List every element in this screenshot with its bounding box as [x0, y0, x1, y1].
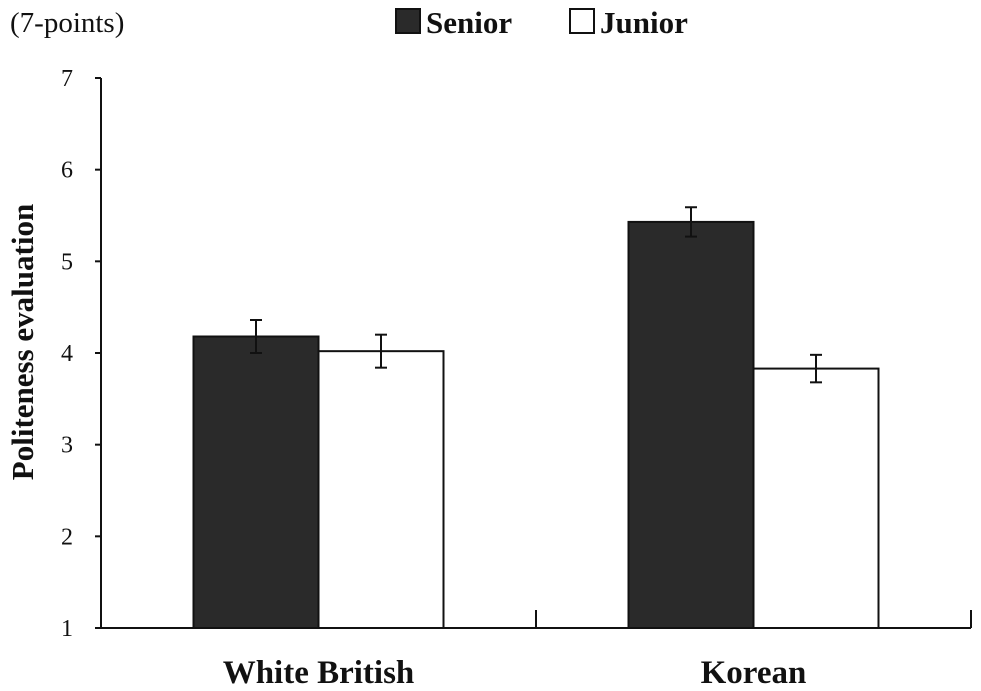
x-category-label-white-british: White British [223, 655, 415, 691]
y-tick-label-7: 7 [61, 66, 73, 92]
bar-junior-white-british [317, 350, 445, 629]
y-tick-label-6: 6 [61, 158, 73, 184]
y-axis-title: Politeness evaluation [5, 204, 40, 480]
x-category-label-korean: Korean [701, 655, 807, 691]
legend-swatch-senior [395, 8, 421, 34]
y-tick-label-3: 3 [61, 433, 73, 459]
legend-swatch-junior [569, 8, 595, 34]
legend-label-junior: Junior [600, 5, 688, 40]
plot-area: 1 2 3 4 5 6 7 White British Korean [61, 66, 972, 691]
legend: Senior Junior [395, 5, 688, 40]
y-tick-label-4: 4 [61, 341, 73, 367]
bar-senior-white-british [192, 335, 320, 629]
bar-junior-korean [752, 367, 880, 629]
y-tick-label-2: 2 [61, 524, 73, 550]
legend-label-senior: Senior [426, 5, 512, 40]
y-tick-label-1: 1 [61, 616, 73, 642]
unit-label: (7-points) [10, 7, 124, 39]
y-tick-label-5: 5 [61, 249, 73, 275]
bar-senior-korean [627, 220, 755, 630]
